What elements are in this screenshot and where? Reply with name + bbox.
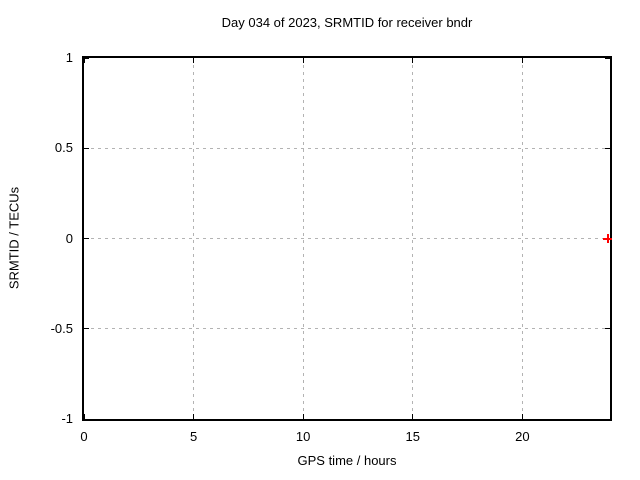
x-tick-mark-top xyxy=(83,58,85,63)
y-tick-mark-right xyxy=(605,147,610,149)
x-tick-label: 10 xyxy=(295,429,311,444)
x-tick-mark-top xyxy=(521,58,523,63)
y-tick-mark-left xyxy=(84,57,89,59)
y-gridline xyxy=(84,238,610,239)
x-tick-mark-bottom xyxy=(193,414,195,419)
plot-area: 0 5 10 15 20 -1 -0.5 0 0.5 1 xyxy=(51,50,613,444)
x-tick-label: 20 xyxy=(515,429,530,444)
chart-title: Day 034 of 2023, SRMTID for receiver bnd… xyxy=(221,15,473,30)
x-tick-mark-top xyxy=(412,58,414,63)
y-tick-label: 0.5 xyxy=(54,140,73,156)
data-point-marker xyxy=(606,234,609,243)
y-tick-label: 0 xyxy=(65,230,73,246)
y-tick-label: 1 xyxy=(65,50,73,65)
x-axis-label: GPS time / hours xyxy=(297,453,397,468)
y-axis-label: SRMTID / TECUs xyxy=(6,186,22,290)
x-tick-mark-top xyxy=(193,58,195,63)
x-tick-mark-bottom xyxy=(412,414,414,419)
y-tick-mark-left xyxy=(84,238,89,239)
y-tick-mark-left xyxy=(84,147,89,149)
y-tick-mark-right xyxy=(605,418,610,420)
y-tick-mark-left xyxy=(84,418,89,420)
y-gridline xyxy=(84,328,610,330)
y-tick-label: -1 xyxy=(61,411,73,426)
x-tick-label: 5 xyxy=(189,429,198,444)
x-tick-mark-bottom xyxy=(302,414,304,419)
x-tick-mark-bottom xyxy=(83,414,85,419)
y-tick-mark-right xyxy=(605,57,610,59)
x-tick-label: 0 xyxy=(80,429,88,444)
x-tick-mark-bottom xyxy=(521,414,523,419)
x-tick-label: 15 xyxy=(405,429,420,444)
y-tick-mark-right xyxy=(605,328,610,330)
y-tick-label: -0.5 xyxy=(50,320,73,336)
y-gridline xyxy=(84,147,610,149)
y-tick-mark-left xyxy=(84,328,89,330)
x-tick-mark-top xyxy=(302,58,304,63)
